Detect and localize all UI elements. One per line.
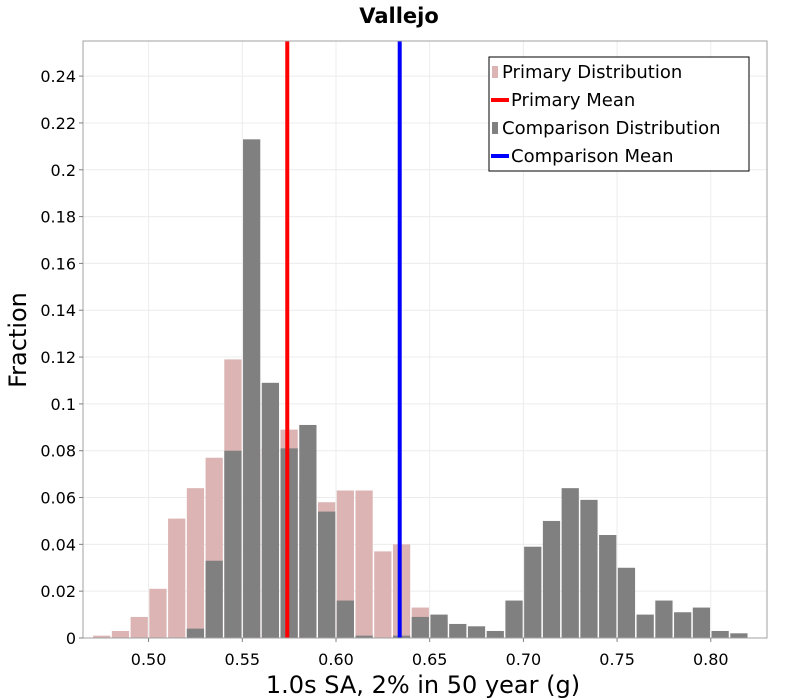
comparison-distribution-bar <box>299 424 317 638</box>
legend-label: Primary Distribution <box>502 62 682 83</box>
x-tick-label: 0.70 <box>506 650 542 669</box>
y-tick-label: 0.04 <box>40 535 76 554</box>
x-tick-label: 0.75 <box>599 650 635 669</box>
comparison-distribution-bar <box>617 567 636 638</box>
comparison-distribution-bar <box>636 614 654 638</box>
mean-lines <box>285 41 402 638</box>
legend-label: Comparison Distribution <box>502 118 721 139</box>
x-tick-label: 0.65 <box>412 650 448 669</box>
legend-swatch <box>492 66 498 78</box>
primary-distribution-bar <box>111 630 130 638</box>
y-axis-label: Fraction <box>4 292 32 388</box>
x-tick-label: 0.80 <box>693 650 729 669</box>
comparison-distribution-bar <box>449 623 467 638</box>
comparison-distribution-bar <box>205 560 223 638</box>
comparison-distribution-bar <box>711 630 729 638</box>
comparison-distribution-bar <box>655 600 673 638</box>
comparison-distribution-bar <box>674 612 692 638</box>
primary-distribution-bar <box>149 588 167 638</box>
comparison-distribution-bar <box>561 488 579 638</box>
comparison-distribution-bar <box>317 511 336 638</box>
comparison-distribution-bar <box>692 607 711 638</box>
comparison-distribution-bar <box>355 635 373 638</box>
primary-distribution-bar <box>93 635 111 638</box>
comparison-distribution-bar <box>411 616 429 638</box>
plot-area-frame <box>82 40 768 639</box>
comparison-distribution-bar <box>486 630 504 638</box>
comparison-distribution-bar <box>524 546 542 638</box>
comparison-distribution-bar <box>467 626 486 638</box>
y-tick-label: 0.22 <box>40 114 76 133</box>
comparison-distribution-bar <box>186 628 205 638</box>
y-tick-label: 0.1 <box>51 395 76 414</box>
y-tick-label: 0.16 <box>40 254 76 273</box>
grid-layer <box>83 41 767 638</box>
comparison-distribution-bar <box>580 499 598 638</box>
comparison-distribution-bar <box>599 534 617 638</box>
primary-distribution-bar <box>186 488 205 638</box>
legend-label: Primary Mean <box>511 90 635 111</box>
x-tick-label: 0.50 <box>131 650 167 669</box>
comparison-distribution-bar <box>243 139 261 638</box>
legend-label: Comparison Mean <box>511 146 674 167</box>
primary-distribution-bar <box>355 490 373 638</box>
y-tick-label: 0.12 <box>40 348 76 367</box>
y-tick-label: 0 <box>66 629 76 648</box>
y-axis-ticks: 0 0.02 0.04 0.06 0.08 0.1 0.12 0.14 0.16 0.18 0.2 0… <box>40 67 83 648</box>
comparison-distribution-bar <box>542 520 561 638</box>
comparison-distribution-bar <box>505 600 523 638</box>
primary-distribution-bar <box>168 518 186 638</box>
primary-distribution-bar <box>130 616 148 638</box>
y-tick-label: 0.18 <box>40 208 76 227</box>
legend-swatch <box>492 122 498 134</box>
x-axis-ticks: 0.50 0.55 0.60 0.65 0.70 0.75 0.80 <box>131 638 729 669</box>
y-tick-label: 0.24 <box>40 67 76 86</box>
x-tick-label: 0.60 <box>318 650 354 669</box>
comparison-distribution-bars <box>186 139 748 638</box>
y-tick-label: 0.2 <box>51 161 76 180</box>
x-tick-label: 0.55 <box>224 650 260 669</box>
legend-box <box>488 56 750 172</box>
y-tick-label: 0.06 <box>40 489 76 508</box>
chart-title: Vallejo <box>359 4 439 28</box>
comparison-distribution-bar <box>336 600 354 638</box>
comparison-distribution-bar <box>261 382 280 638</box>
comparison-distribution-bar <box>430 614 448 638</box>
legend: Primary Distribution Primary Mean Comparis… <box>488 56 750 172</box>
y-tick-label: 0.08 <box>40 442 76 461</box>
x-axis-label: 1.0s SA, 2% in 50 year (g) <box>266 671 580 699</box>
comparison-distribution-bar <box>224 450 242 638</box>
primary-distribution-bar <box>374 551 392 638</box>
y-tick-label: 0.02 <box>40 582 76 601</box>
y-tick-label: 0.14 <box>40 301 76 320</box>
comparison-distribution-bar <box>730 633 748 638</box>
